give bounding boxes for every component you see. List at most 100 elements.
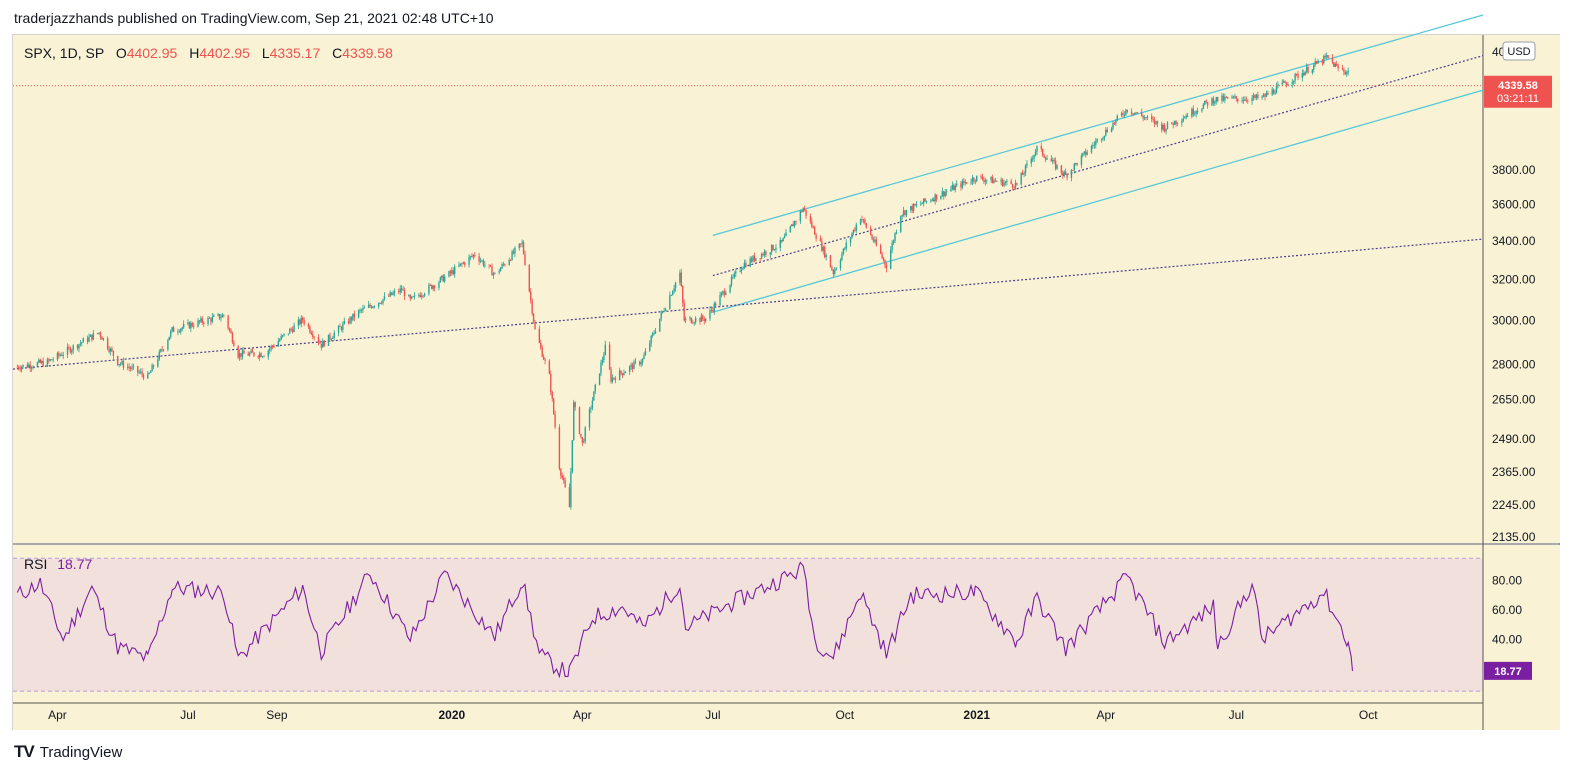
- candle-body: [432, 285, 434, 289]
- candle-body: [792, 224, 794, 227]
- candle-body: [805, 209, 807, 216]
- candle-body: [289, 329, 291, 334]
- candle-body: [132, 366, 135, 367]
- candle-body: [343, 320, 345, 324]
- candle-body: [1311, 69, 1314, 73]
- candle-body: [86, 338, 89, 342]
- price-tick-top-partial: 40: [1492, 45, 1506, 59]
- candle-body: [1016, 182, 1018, 185]
- candle-body: [801, 211, 803, 212]
- candle-body: [770, 244, 773, 253]
- candle-body: [1030, 158, 1032, 164]
- candle-body: [931, 199, 933, 201]
- candle-body: [1271, 89, 1273, 95]
- candle-body: [1116, 115, 1118, 120]
- candle-body: [564, 480, 566, 488]
- candle-body: [253, 352, 255, 356]
- candle-body: [822, 246, 824, 251]
- candle-body: [912, 203, 915, 211]
- candle-body: [966, 182, 968, 184]
- candle-body: [1145, 117, 1147, 119]
- candle-body: [1106, 129, 1108, 133]
- rsi-legend-value: 18.77: [57, 556, 92, 572]
- candle-body: [51, 359, 53, 361]
- candle-body: [1004, 182, 1007, 183]
- candle-body: [799, 211, 802, 222]
- candle-body: [92, 333, 95, 340]
- candle-body: [241, 350, 244, 357]
- candle-body: [824, 246, 826, 258]
- candle-body: [845, 242, 847, 249]
- candle-body: [739, 270, 741, 272]
- candle-body: [1264, 94, 1266, 97]
- rsi-value-label: 18.77: [1494, 666, 1522, 678]
- candle-body: [494, 272, 496, 274]
- candle-body: [46, 359, 49, 367]
- candle-body: [854, 229, 856, 231]
- rsi-tick-label: 40.00: [1492, 633, 1522, 647]
- price-axis-ticks: 3800.00 3600.00 3400.00 3200.00 3000.00 2800.…: [1492, 163, 1536, 544]
- candle-body: [1321, 60, 1324, 64]
- candle-body: [1073, 163, 1075, 171]
- footer-brand[interactable]: TV TradingView: [14, 742, 122, 762]
- candle-body: [859, 219, 862, 225]
- candle-body: [558, 427, 561, 470]
- candle-body: [749, 258, 751, 267]
- candle-body: [141, 371, 143, 375]
- candle-body: [1303, 73, 1305, 76]
- candle-body: [170, 331, 172, 337]
- candle-body: [383, 295, 386, 300]
- candle-body: [1315, 61, 1318, 64]
- candle-body: [1132, 113, 1134, 115]
- candle-body: [1166, 122, 1169, 129]
- candle-body: [330, 338, 333, 340]
- candle-body: [119, 363, 122, 365]
- candle-body: [802, 208, 804, 212]
- candle-body: [591, 400, 594, 409]
- candle-body: [930, 200, 932, 202]
- candle-body: [1054, 160, 1057, 169]
- price-tick-label: 3600.00: [1492, 198, 1536, 212]
- candle-body: [976, 175, 978, 182]
- candle-body: [68, 346, 70, 348]
- candle-body: [78, 344, 80, 349]
- candle-body: [1285, 83, 1288, 86]
- candle-body: [1082, 153, 1084, 156]
- candle-body: [257, 355, 259, 358]
- candle-body: [221, 314, 224, 318]
- candle-body: [663, 310, 665, 312]
- time-tick-label: Apr: [48, 708, 67, 722]
- candle-body: [1287, 84, 1289, 86]
- candle-body: [512, 251, 515, 254]
- candle-body: [197, 320, 199, 327]
- candle-body: [378, 302, 380, 307]
- candle-body: [431, 284, 433, 289]
- candle-body: [313, 336, 315, 338]
- candle-body: [1334, 63, 1336, 67]
- candle-body: [301, 317, 304, 321]
- candle-body: [1181, 121, 1183, 123]
- candle-body: [398, 291, 400, 293]
- candle-body: [459, 263, 462, 266]
- candle-body: [601, 360, 604, 363]
- candle-body: [900, 216, 902, 232]
- candle-body: [892, 240, 895, 243]
- candle-body: [230, 330, 232, 334]
- candle-body: [542, 356, 545, 360]
- candle-body: [1156, 121, 1159, 124]
- candle-body: [862, 219, 865, 221]
- candle-body: [528, 264, 530, 292]
- candle-body: [303, 320, 305, 324]
- interval: 1D: [60, 45, 78, 61]
- candle-body: [201, 318, 204, 323]
- candle-body: [1255, 94, 1258, 98]
- trendline: [712, 89, 1484, 313]
- candle-body: [649, 343, 651, 351]
- candle-body: [679, 272, 681, 283]
- candle-body: [157, 359, 159, 367]
- candle-body: [56, 352, 59, 360]
- candle-body: [1063, 171, 1065, 176]
- candle-body: [59, 355, 62, 356]
- candle-body: [218, 314, 221, 319]
